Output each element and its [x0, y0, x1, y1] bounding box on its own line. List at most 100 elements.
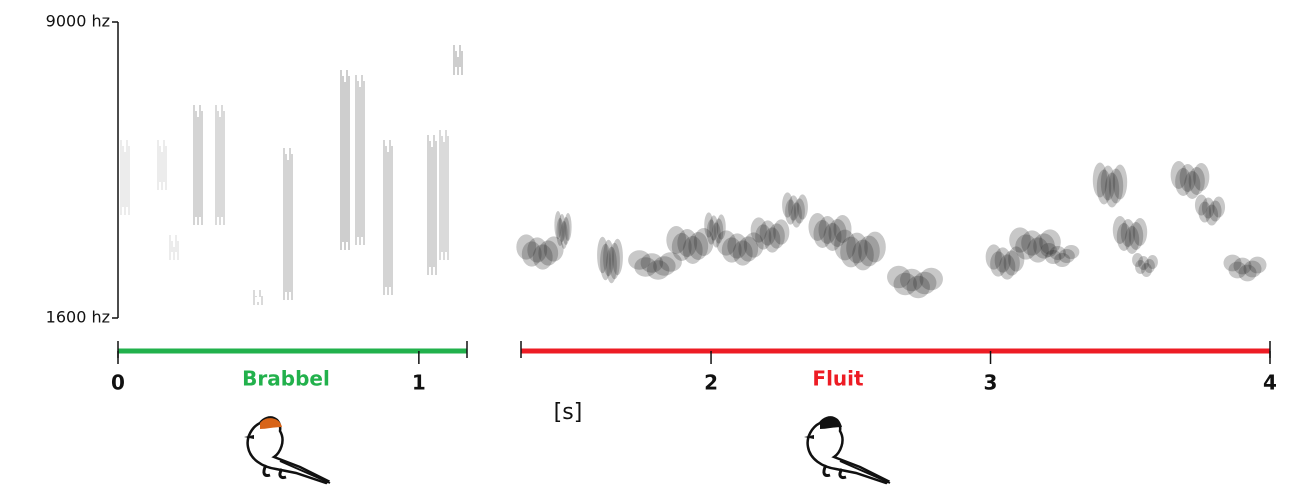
spectro-blob [606, 246, 617, 284]
x-tick-label: 1 [412, 371, 426, 395]
spectro-blob [1120, 219, 1136, 247]
spectro-blob [788, 195, 799, 221]
spectro-blob [1058, 249, 1075, 263]
spectro-blob [1063, 245, 1080, 259]
spectro-blob [704, 212, 714, 238]
spectro-blob [693, 228, 714, 256]
spectro-blob [646, 260, 670, 280]
spectrogram-image [120, 45, 1267, 305]
spectro-blob [782, 192, 793, 218]
spectro-blob [1179, 164, 1196, 192]
spectro-blob [609, 242, 620, 280]
spectro-blob [985, 244, 1002, 270]
segment-label: Fluit [812, 367, 864, 391]
spectro-blob [906, 275, 930, 299]
spectro-blob [1112, 164, 1128, 200]
spectro-blob [1108, 168, 1124, 204]
spectro-blob [1201, 197, 1215, 219]
spectro-blob [764, 227, 781, 253]
spectro-blob [562, 217, 570, 245]
y-tick-label: 9000 hz [46, 12, 110, 31]
bird-icon [244, 416, 331, 485]
spectro-blob [521, 241, 542, 267]
spectro-blob [791, 202, 802, 228]
spectro-blob [711, 222, 721, 248]
segment-label: Brabbel [242, 367, 330, 391]
spectro-blob [1049, 246, 1066, 260]
spectro-blob [538, 240, 559, 266]
spectro-blob [773, 219, 790, 245]
spectro-blob [1208, 200, 1222, 222]
spectro-blob [714, 218, 724, 244]
spectro-blob [1092, 162, 1108, 198]
x-tick-label: 0 [111, 371, 125, 395]
spectro-blob [1045, 250, 1062, 264]
spectro-blob [1248, 256, 1267, 274]
spectro-blob [755, 224, 772, 250]
spectro-blob [1198, 201, 1212, 223]
spectro-blob [794, 198, 805, 224]
spectro-blob [893, 272, 917, 296]
x-tick-label: 4 [1263, 371, 1277, 395]
spectro-blob [1009, 227, 1031, 253]
spectro-blob [706, 219, 716, 245]
spectro-blob [852, 239, 874, 271]
spectro-blob [808, 213, 827, 241]
spectro-blob [1223, 254, 1242, 272]
spectro-blob [1015, 234, 1037, 260]
spectro-blob [1132, 253, 1143, 267]
spectro-blob [597, 236, 608, 274]
x-unit: [s] [554, 400, 583, 425]
spectro-blob [682, 236, 703, 264]
spectro-blob [1144, 259, 1155, 273]
spectro-blob [716, 230, 737, 256]
spectro-blob [828, 219, 847, 247]
spectro-blob [864, 231, 886, 263]
spectro-blob [716, 214, 726, 240]
spectro-blob [1147, 255, 1158, 269]
spectro-blob [1175, 168, 1192, 196]
spectro-blob [532, 244, 553, 270]
spectro-blob [1104, 172, 1120, 208]
spectro-blob [1194, 194, 1208, 216]
spectro-blob [732, 240, 753, 266]
spectro-blob [785, 199, 796, 225]
spectro-blob [743, 232, 764, 258]
spectro-blob [750, 217, 767, 243]
spectro-blob [1124, 226, 1140, 254]
spectro-blob [1027, 237, 1049, 263]
spectro-blob [994, 247, 1011, 273]
spectro-blob [1228, 261, 1247, 279]
spectro-blob [990, 251, 1007, 277]
spectro-blob [688, 232, 709, 260]
spectro-blob [1141, 263, 1152, 277]
spectro-blob [834, 229, 856, 261]
spectro-blob [900, 268, 924, 292]
bird-icon [804, 416, 891, 485]
spectro-blob [659, 252, 682, 272]
spectro-blob [653, 256, 676, 276]
spectro-blob [560, 221, 568, 249]
spectro-blob [768, 223, 785, 249]
spectro-blob [1008, 246, 1025, 272]
spectro-blob [1132, 218, 1148, 246]
spectro-blob [833, 215, 852, 243]
spectro-blob [1135, 260, 1146, 274]
spectro-blob [1238, 264, 1257, 282]
spectro-blob [671, 233, 692, 261]
spectro-blob [1100, 165, 1116, 201]
spectro-blob [558, 214, 566, 242]
spectro-blob [840, 236, 862, 268]
spectro-blob [603, 239, 614, 277]
spectro-blob [666, 226, 687, 254]
spectro-blob [1243, 260, 1262, 278]
spectro-blob [1021, 230, 1043, 256]
spectro-blob [887, 265, 911, 289]
spectro-blob [1054, 253, 1071, 267]
spectro-blob [1128, 222, 1144, 250]
spectro-blob [1039, 229, 1061, 255]
spectro-blob [677, 229, 698, 257]
spectro-blob [1138, 256, 1149, 270]
spectro-blob [759, 220, 776, 246]
